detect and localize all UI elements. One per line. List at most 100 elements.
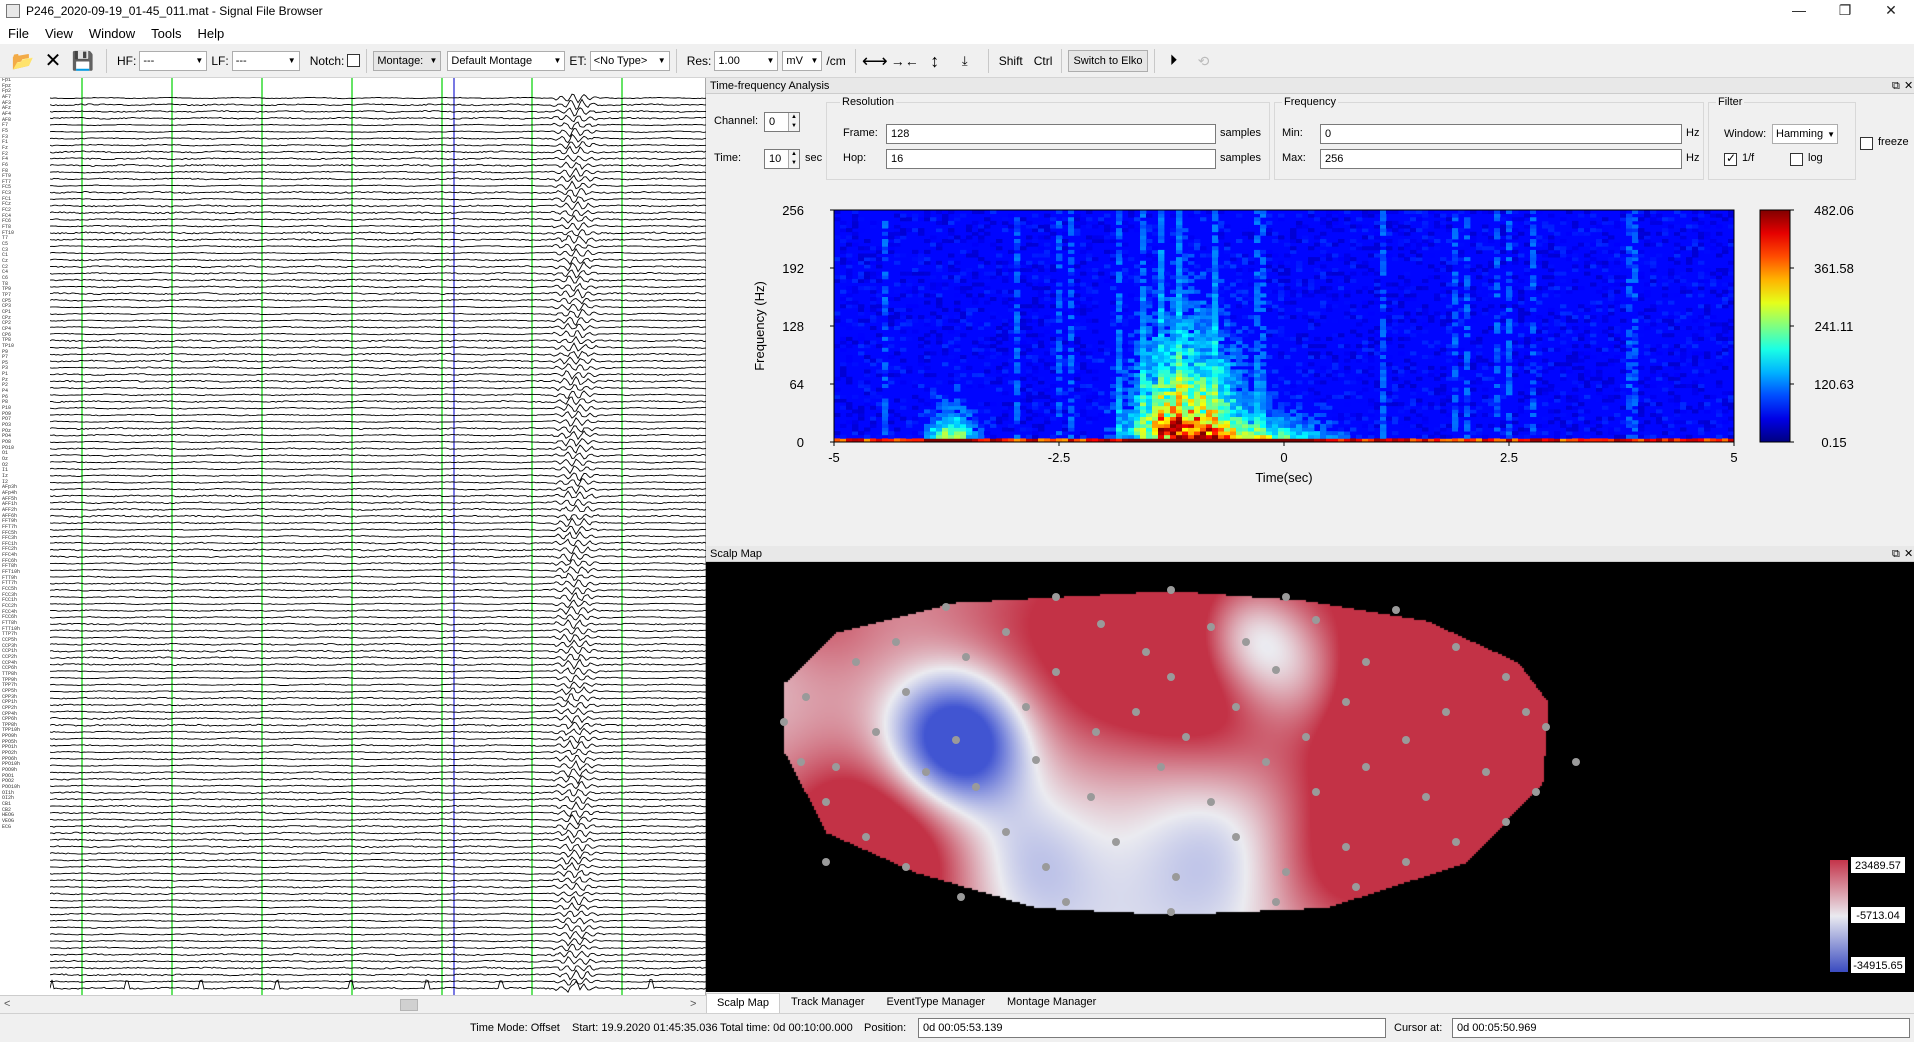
electrode-marker[interactable] [1232, 833, 1240, 841]
electrode-marker[interactable] [1402, 858, 1410, 866]
electrode-marker[interactable] [1272, 898, 1280, 906]
electrode-marker[interactable] [1002, 828, 1010, 836]
electrode-marker[interactable] [902, 863, 910, 871]
horizontal-scrollbar[interactable]: < > [0, 995, 706, 1013]
close-icon[interactable]: ✕ [1904, 80, 1914, 92]
float-icon[interactable]: ⧉ [1892, 548, 1900, 560]
electrode-marker[interactable] [1062, 898, 1070, 906]
electrode-marker[interactable] [832, 763, 840, 771]
electrode-marker[interactable] [852, 658, 860, 666]
restore-button[interactable]: ❐ [1838, 2, 1852, 18]
play-icon[interactable]: ⏵ [1169, 51, 1178, 69]
electrode-marker[interactable] [957, 893, 965, 901]
electrode-marker[interactable] [1312, 788, 1320, 796]
tab-eventtype-manager[interactable]: EventType Manager [886, 996, 985, 1008]
electrode-marker[interactable] [1362, 763, 1370, 771]
ctrl-label[interactable]: Ctrl [1033, 53, 1053, 68]
montage-select[interactable]: Default Montage ▼ [447, 50, 566, 71]
minimize-button[interactable]: — [1792, 2, 1806, 18]
electrode-marker[interactable] [1452, 838, 1460, 846]
electrode-marker[interactable] [1352, 883, 1360, 891]
electrode-marker[interactable] [822, 798, 830, 806]
spin-arrows-icon[interactable]: ▲ ▼ [788, 113, 799, 131]
tab-track-manager[interactable]: Track Manager [790, 996, 865, 1008]
electrode-marker[interactable] [1402, 736, 1410, 744]
tab-scalp-map[interactable]: Scalp Map [706, 993, 780, 1013]
electrode-marker[interactable] [1097, 620, 1105, 628]
electrode-marker[interactable] [797, 758, 805, 766]
float-icon[interactable]: ⧉ [1892, 80, 1900, 92]
switch-to-elko-button[interactable]: Switch to Elko [1068, 49, 1148, 72]
electrode-marker[interactable] [1087, 793, 1095, 801]
electrode-marker[interactable] [892, 638, 900, 646]
close-window-button[interactable]: ✕ [1885, 2, 1897, 18]
electrode-marker[interactable] [1167, 586, 1175, 594]
menu-help[interactable]: Help [197, 25, 225, 41]
notch-checkbox[interactable] [347, 54, 361, 67]
res-select[interactable]: 1.00 ▼ [714, 50, 779, 71]
electrode-marker[interactable] [952, 736, 960, 744]
scroll-left-icon[interactable]: < [4, 998, 11, 1010]
window-select[interactable]: Hamming ▼ [1772, 124, 1838, 144]
time-spinbox[interactable]: 10 ▲ ▼ [764, 149, 800, 169]
electrode-marker[interactable] [1442, 708, 1450, 716]
electrode-marker[interactable] [1242, 638, 1250, 646]
expand-vertical-icon[interactable]: ↕ [930, 50, 940, 71]
electrode-marker[interactable] [1502, 818, 1510, 826]
electrode-marker[interactable] [1167, 673, 1175, 681]
electrode-marker[interactable] [1157, 763, 1165, 771]
event-type-select[interactable]: <No Type> ▼ [589, 50, 670, 71]
electrode-marker[interactable] [1002, 628, 1010, 636]
close-file-icon[interactable]: ✕ [44, 49, 62, 72]
min-input[interactable]: 0 [1320, 124, 1682, 144]
shrink-horizontal-icon[interactable]: →← [890, 52, 919, 69]
electrode-marker[interactable] [780, 718, 788, 726]
lf-select[interactable]: --- ▼ [231, 50, 300, 71]
signal-traces[interactable] [50, 78, 706, 995]
electrode-marker[interactable] [1522, 708, 1530, 716]
electrode-marker[interactable] [1342, 698, 1350, 706]
electrode-marker[interactable] [862, 833, 870, 841]
electrode-marker[interactable] [962, 653, 970, 661]
electrode-marker[interactable] [802, 693, 810, 701]
close-icon[interactable]: ✕ [1904, 548, 1914, 560]
electrode-marker[interactable] [1302, 733, 1310, 741]
spin-arrows-icon[interactable]: ▲ ▼ [788, 150, 799, 168]
electrode-marker[interactable] [1532, 788, 1540, 796]
save-icon[interactable]: 💾 [71, 50, 95, 71]
electrode-marker[interactable] [1262, 758, 1270, 766]
electrode-marker[interactable] [1132, 708, 1140, 716]
log-checkbox[interactable] [1790, 153, 1803, 166]
electrode-marker[interactable] [1482, 768, 1490, 776]
shrink-vertical-icon[interactable]: ⤓ [961, 52, 968, 68]
montage-button[interactable]: Montage: ▼ [373, 50, 442, 71]
hop-input[interactable]: 16 [886, 149, 1216, 169]
open-folder-icon[interactable]: 📂 [11, 50, 35, 71]
expand-horizontal-icon[interactable]: ⟷ [861, 50, 888, 71]
freeze-checkbox[interactable] [1860, 137, 1873, 150]
electrode-marker[interactable] [1022, 703, 1030, 711]
scroll-right-icon[interactable]: > [690, 998, 697, 1010]
electrode-marker[interactable] [1207, 623, 1215, 631]
hf-select[interactable]: --- ▼ [139, 50, 208, 71]
electrode-marker[interactable] [1362, 658, 1370, 666]
electrode-marker[interactable] [1052, 668, 1060, 676]
onef-checkbox[interactable] [1724, 151, 1737, 166]
signal-view[interactable]: Fp1 Fpz Fp2 AF7 AF3 AFz AF4 AF8 F7 F5 F3 F1 Fz F2 F4 F6… [0, 78, 706, 995]
electrode-marker[interactable] [1207, 798, 1215, 806]
channel-spinbox[interactable]: 0 ▲ ▼ [764, 112, 800, 132]
electrode-marker[interactable] [1392, 606, 1400, 614]
scalp-map-view[interactable]: 23489.57 -5713.04 -34915.65 [706, 562, 1914, 992]
position-field[interactable]: 0d 00:05:53.139 [918, 1018, 1386, 1038]
electrode-marker[interactable] [1167, 908, 1175, 916]
electrode-marker[interactable] [822, 858, 830, 866]
record-icon[interactable]: ⟲ [1197, 52, 1210, 69]
electrode-marker[interactable] [1232, 703, 1240, 711]
electrode-marker[interactable] [1542, 723, 1550, 731]
electrode-marker[interactable] [1112, 838, 1120, 846]
electrode-marker[interactable] [1342, 843, 1350, 851]
electrode-marker[interactable] [1312, 616, 1320, 624]
electrode-marker[interactable] [1042, 863, 1050, 871]
menu-window[interactable]: Window [88, 25, 136, 41]
